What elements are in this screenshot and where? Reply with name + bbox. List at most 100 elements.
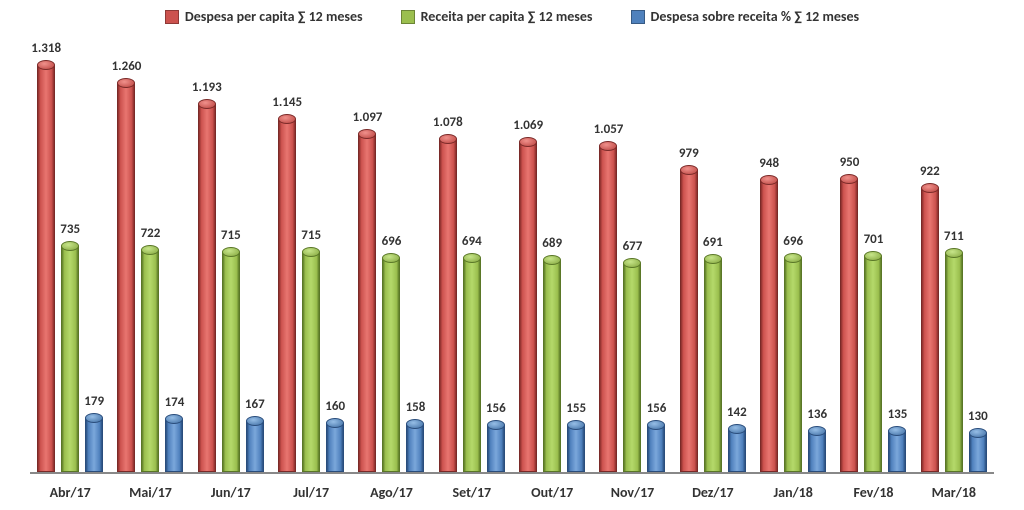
bar-top-cap xyxy=(61,241,79,251)
bar-shadow xyxy=(864,465,882,473)
value-label: 1.057 xyxy=(583,122,633,137)
bar-top-cap xyxy=(406,419,424,429)
bar-shadow xyxy=(463,465,481,473)
value-label: 1.145 xyxy=(262,95,312,110)
bar xyxy=(141,249,159,472)
bar-group: 1.069689155 xyxy=(512,48,592,472)
value-label: 689 xyxy=(527,236,577,251)
bar-shadow xyxy=(543,465,561,473)
value-label: 130 xyxy=(953,409,1003,424)
bar xyxy=(85,417,103,472)
bar xyxy=(680,169,698,472)
legend-label: Despesa per capita ∑ 12 meses xyxy=(185,8,363,25)
bar xyxy=(888,430,906,472)
bar xyxy=(623,262,641,472)
value-label: 1.260 xyxy=(101,59,151,74)
bar-top-cap xyxy=(728,424,746,434)
bar xyxy=(784,257,802,472)
bar-top-cap xyxy=(246,416,264,426)
bar xyxy=(840,178,858,472)
value-label: 677 xyxy=(607,239,657,254)
bar-top-cap xyxy=(864,251,882,261)
value-label: 1.069 xyxy=(503,118,553,133)
bar xyxy=(302,251,320,472)
x-axis-label: Set/17 xyxy=(453,484,492,501)
bar xyxy=(463,257,481,472)
bar-shadow xyxy=(302,465,320,473)
legend-swatch-red xyxy=(165,10,179,24)
x-axis-label: Jul/17 xyxy=(293,484,329,501)
bar xyxy=(519,141,537,472)
bar-top-cap xyxy=(326,418,344,428)
value-label: 922 xyxy=(905,164,955,179)
bar xyxy=(165,418,183,472)
bar-top-cap xyxy=(382,253,400,263)
bar-group: 950701135 xyxy=(833,48,913,472)
bar-top-cap xyxy=(141,245,159,255)
bar xyxy=(117,82,135,472)
bar-top-cap xyxy=(647,420,665,430)
legend-item-pct: Despesa sobre receita % ∑ 12 meses xyxy=(631,8,860,25)
bar-shadow xyxy=(382,465,400,473)
bar-top-cap xyxy=(37,60,55,70)
bar-group: 1.193715167 xyxy=(191,48,271,472)
bar xyxy=(61,245,79,472)
legend-label: Despesa sobre receita % ∑ 12 meses xyxy=(651,8,860,25)
bar-shadow xyxy=(680,465,698,473)
bar-group: 1.145715160 xyxy=(271,48,351,472)
bar xyxy=(864,255,882,472)
bar-top-cap xyxy=(439,134,457,144)
value-label: 735 xyxy=(45,222,95,237)
bar-shadow xyxy=(808,465,826,473)
bar-top-cap xyxy=(543,255,561,265)
bar-shadow xyxy=(165,465,183,473)
x-axis-label: Out/17 xyxy=(531,484,573,501)
x-axis-labels: Abr/17Mai/17Jun/17Jul/17Ago/17Set/17Out/… xyxy=(30,478,994,510)
bar xyxy=(406,423,424,472)
chart-container: Despesa per capita ∑ 12 meses Receita pe… xyxy=(0,0,1024,510)
legend-swatch-blue xyxy=(631,10,645,24)
bar xyxy=(728,428,746,472)
bar-group: 1.318735179 xyxy=(30,48,110,472)
legend-label: Receita per capita ∑ 12 meses xyxy=(421,8,593,25)
bar-shadow xyxy=(647,465,665,473)
bar-shadow xyxy=(784,465,802,473)
bar-top-cap xyxy=(704,254,722,264)
bar-top-cap xyxy=(278,114,296,124)
bar xyxy=(326,422,344,472)
legend-item-receita: Receita per capita ∑ 12 meses xyxy=(401,8,593,25)
x-axis-label: Jun/17 xyxy=(211,484,251,501)
bar-shadow xyxy=(278,465,296,473)
bar-top-cap xyxy=(519,137,537,147)
bar-shadow xyxy=(599,465,617,473)
legend-item-despesa: Despesa per capita ∑ 12 meses xyxy=(165,8,363,25)
bar-shadow xyxy=(85,465,103,473)
bar-shadow xyxy=(921,465,939,473)
x-axis-label: Dez/17 xyxy=(692,484,734,501)
bar xyxy=(969,432,987,472)
bar-group: 948696136 xyxy=(753,48,833,472)
bar-shadow xyxy=(439,465,457,473)
bar-shadow xyxy=(198,465,216,473)
value-label: 1.097 xyxy=(342,110,392,125)
bar-shadow xyxy=(519,465,537,473)
value-label: 715 xyxy=(286,228,336,243)
value-label: 694 xyxy=(447,234,497,249)
bar-shadow xyxy=(117,465,135,473)
bar xyxy=(358,133,376,473)
x-axis-label: Abr/17 xyxy=(50,484,91,501)
legend: Despesa per capita ∑ 12 meses Receita pe… xyxy=(0,0,1024,29)
bar-top-cap xyxy=(487,420,505,430)
bar-top-cap xyxy=(921,183,939,193)
bar-top-cap xyxy=(567,420,585,430)
value-label: 979 xyxy=(664,146,714,161)
bar-top-cap xyxy=(945,248,963,258)
bar-top-cap xyxy=(463,253,481,263)
x-axis-label: Mai/17 xyxy=(129,484,172,501)
bar-top-cap xyxy=(623,258,641,268)
bar-shadow xyxy=(358,465,376,473)
bar-group: 1.097696158 xyxy=(351,48,431,472)
bar xyxy=(543,259,561,472)
bar-group: 1.078694156 xyxy=(432,48,512,472)
bar xyxy=(599,145,617,472)
